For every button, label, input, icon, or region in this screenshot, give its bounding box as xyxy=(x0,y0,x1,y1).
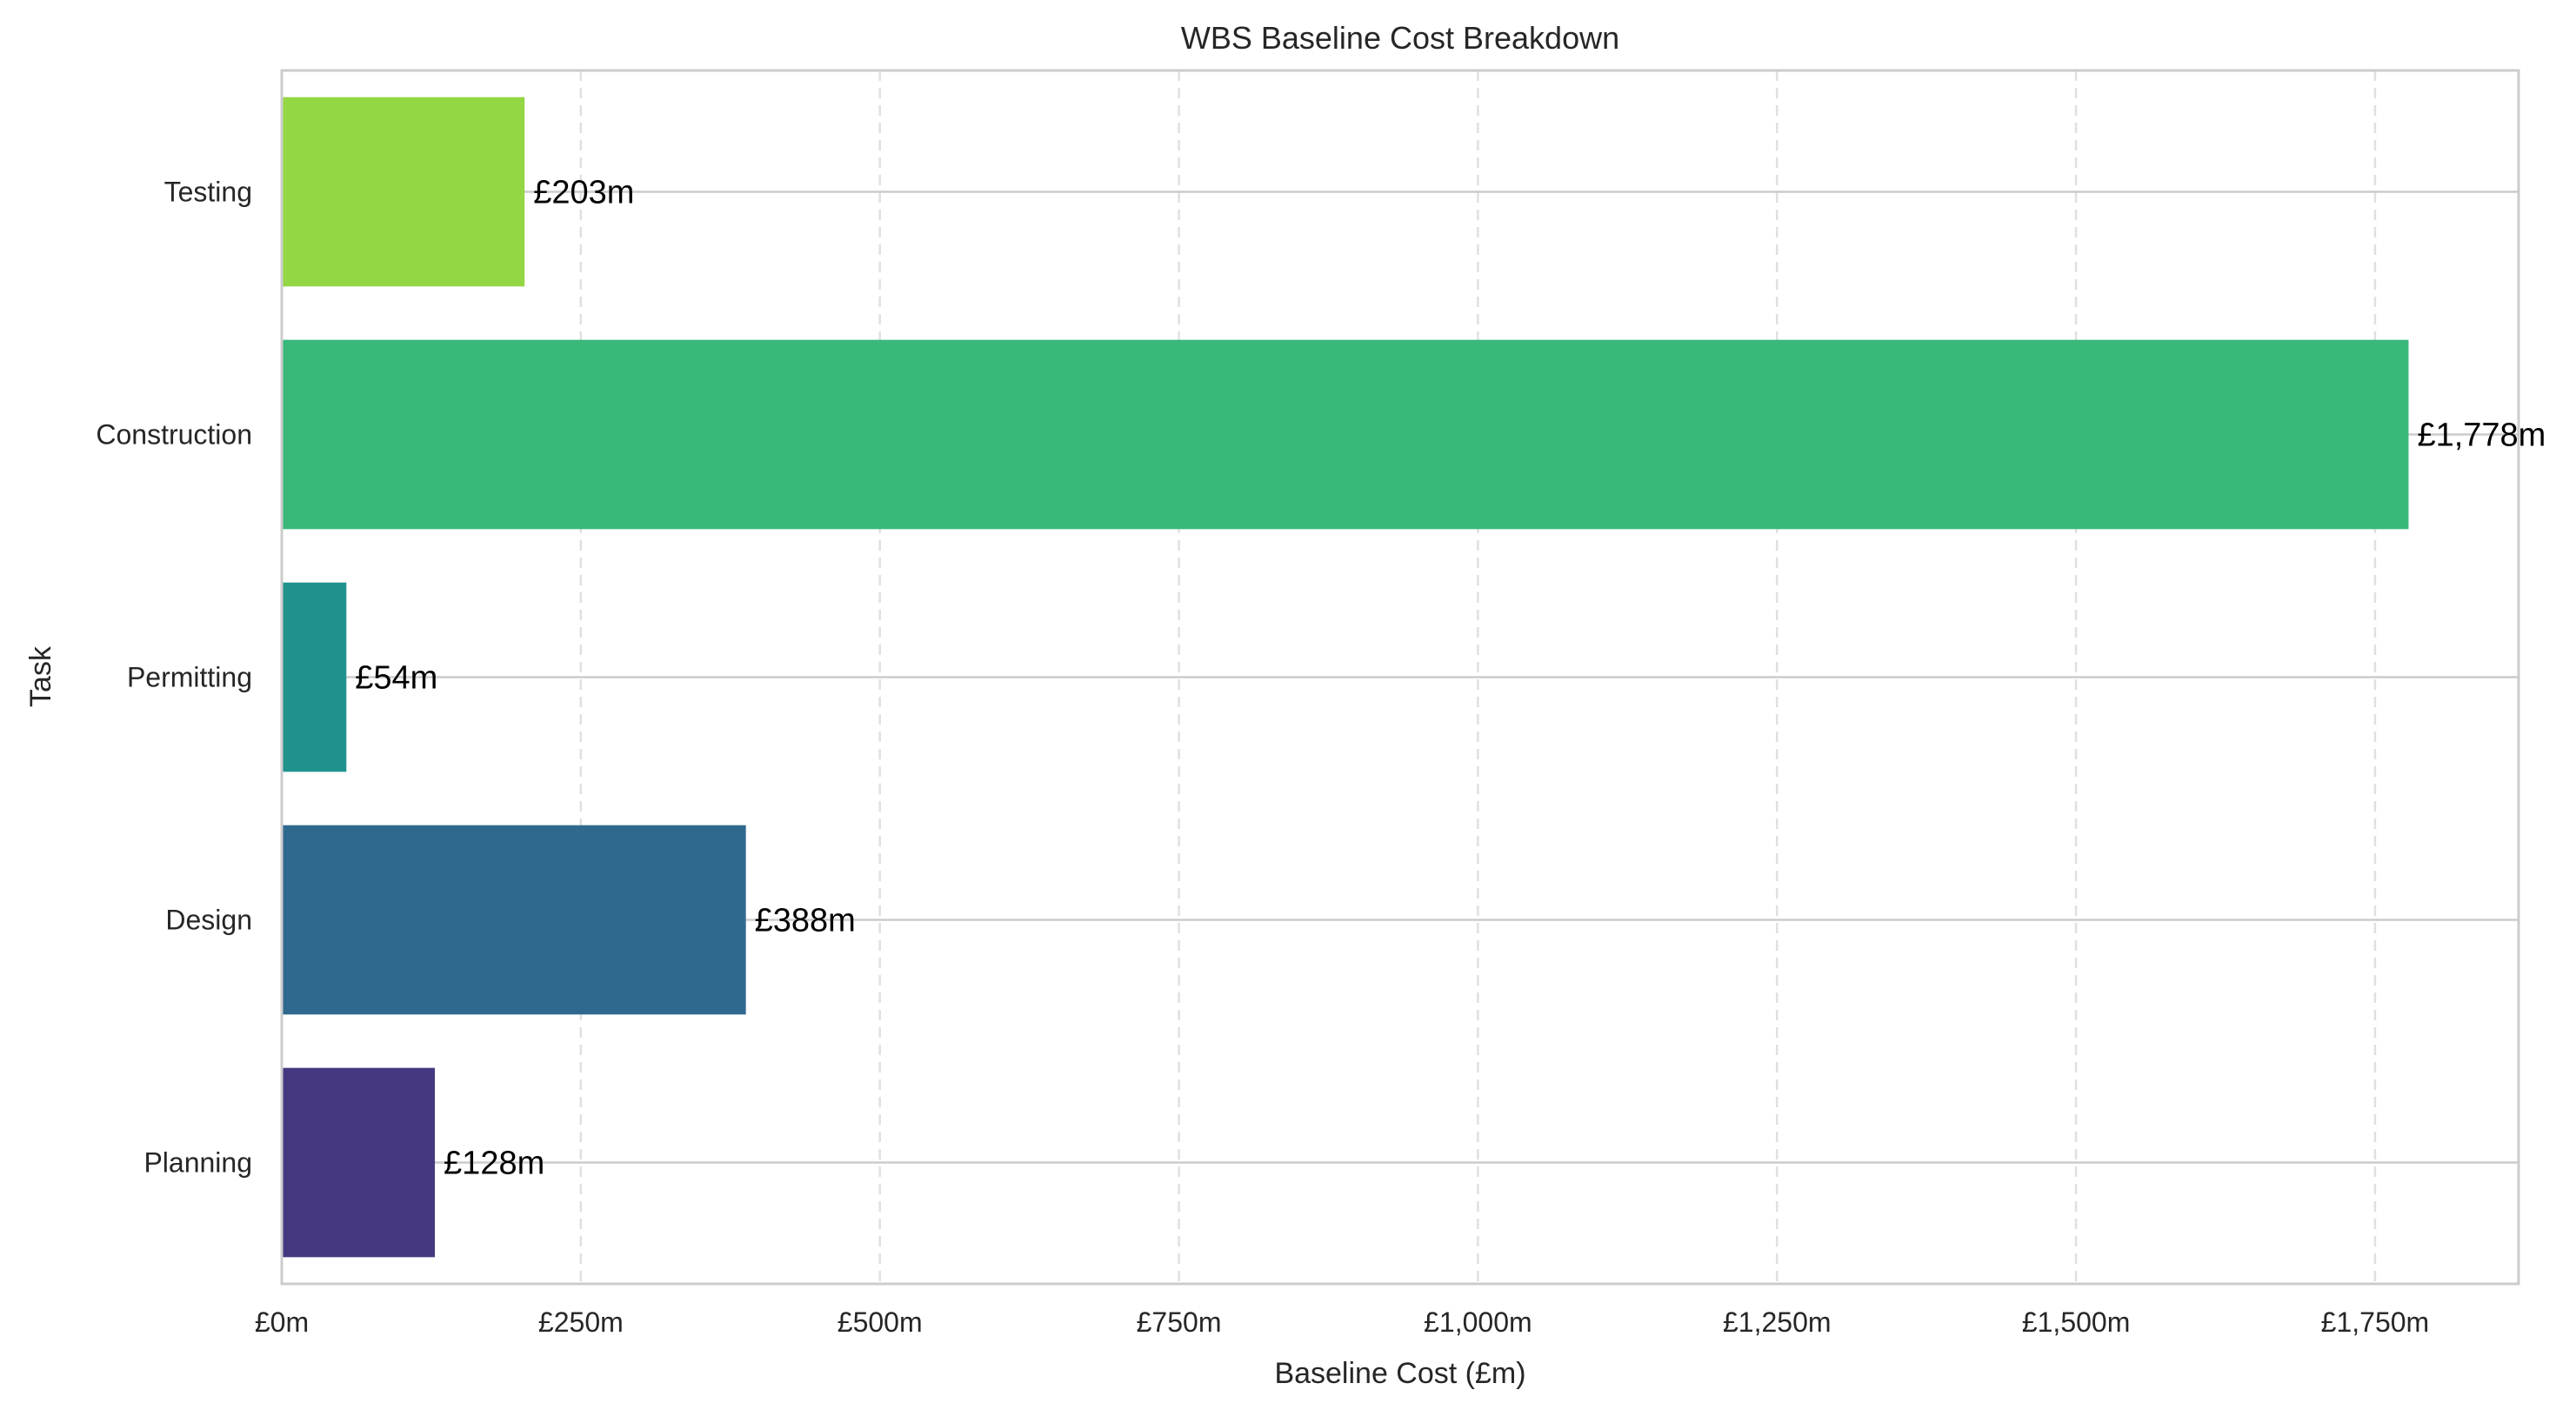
y-axis-label: Task xyxy=(24,645,57,707)
x-tick-label: £250m xyxy=(538,1306,624,1338)
bar-testing xyxy=(282,97,525,287)
x-tick-label: £1,000m xyxy=(1424,1306,1532,1338)
x-axis-label: Baseline Cost (£m) xyxy=(1274,1357,1525,1390)
x-tick-label: £500m xyxy=(838,1306,923,1338)
plot-frame xyxy=(280,69,2520,1286)
x-tick-label: £750m xyxy=(1137,1306,1222,1338)
bar-design xyxy=(282,825,746,1015)
x-tick-label: £1,750m xyxy=(2321,1306,2430,1338)
bar-planning xyxy=(282,1067,436,1258)
x-tick-label: £1,500m xyxy=(2022,1306,2131,1338)
bar-permitting xyxy=(282,582,347,772)
x-tick-label: £0m xyxy=(255,1306,309,1338)
chart-title: WBS Baseline Cost Breakdown xyxy=(1181,20,1619,56)
y-tick-label: Planning xyxy=(143,1147,252,1179)
bar-construction xyxy=(282,339,2409,530)
bar-value-label: £388m xyxy=(755,903,856,939)
bar-value-label: £203m xyxy=(533,175,634,211)
y-tick-labels: Planning Design Permitting Construction Test… xyxy=(96,177,252,1179)
y-tick-label: Construction xyxy=(96,419,252,451)
y-tick-label: Permitting xyxy=(127,662,252,693)
bar-value-label: £1,778m xyxy=(2417,418,2546,454)
grid-lines xyxy=(282,70,2519,1284)
x-tick-label: £1,250m xyxy=(1723,1306,1832,1338)
bar-value-label: £54m xyxy=(355,660,437,697)
y-tick-label: Testing xyxy=(164,177,252,208)
bar-value-label: £128m xyxy=(444,1146,544,1182)
x-tick-labels: £0m £250m £500m £750m £1,000m £1,250m £1,500m £… xyxy=(255,1306,2429,1338)
value-labels: £128m £388m £54m £1,778m £203m xyxy=(355,175,2546,1182)
bars xyxy=(282,97,2409,1258)
y-tick-label: Design xyxy=(165,905,252,936)
